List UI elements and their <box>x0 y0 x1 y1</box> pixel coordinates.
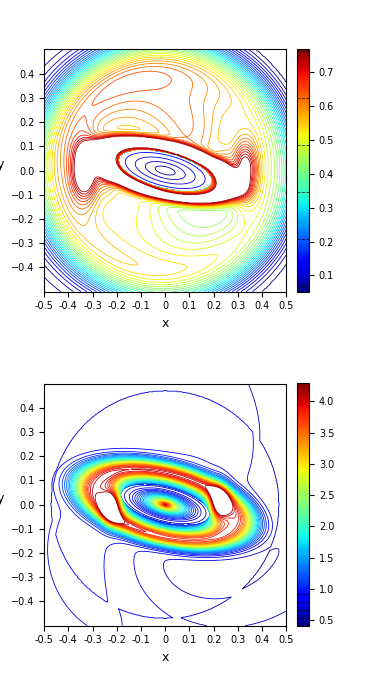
Y-axis label: y: y <box>0 491 3 505</box>
Y-axis label: y: y <box>0 157 3 171</box>
X-axis label: x: x <box>162 317 169 330</box>
X-axis label: x: x <box>162 651 169 664</box>
